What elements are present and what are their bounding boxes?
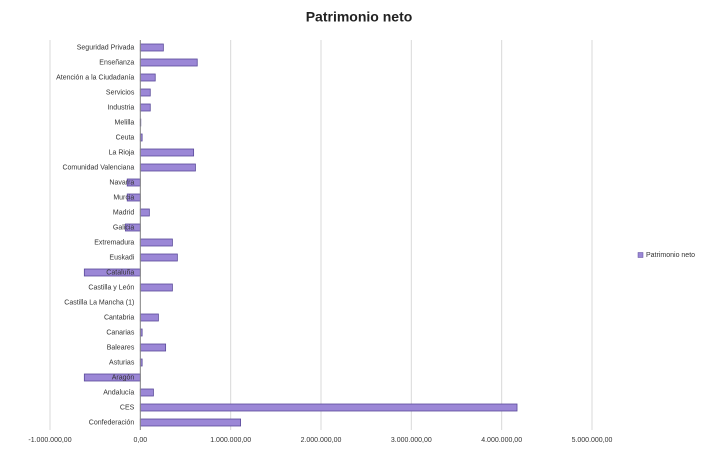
y-tick-label: Comunidad Valenciana xyxy=(62,164,134,171)
x-tick-label: -1.000.000,00 xyxy=(28,437,71,444)
bar xyxy=(139,313,159,322)
y-tick-label: Melilla xyxy=(114,119,134,126)
x-tick-label: 2.000.000,00 xyxy=(301,437,342,444)
y-tick-label: Castilla y León xyxy=(88,284,134,291)
legend-label: Patrimonio neto xyxy=(646,252,695,259)
y-tick-label: Industria xyxy=(107,104,134,111)
y-tick-label: Extremadura xyxy=(94,239,134,246)
x-tick-label: 1.000.000,00 xyxy=(210,437,251,444)
y-tick-label: Baleares xyxy=(107,344,135,351)
bar xyxy=(139,388,154,397)
x-tick-label: 4.000.000,00 xyxy=(481,437,522,444)
chart-title: Patrimonio neto xyxy=(306,9,413,25)
x-tick-label: 3.000.000,00 xyxy=(391,437,432,444)
bar xyxy=(139,283,173,292)
y-tick-label: Navarra xyxy=(109,179,134,186)
y-tick-label: Galicia xyxy=(113,224,135,231)
y-tick-label: Murcia xyxy=(113,194,134,201)
x-tick-label: 5.000.000,00 xyxy=(572,437,613,444)
bar xyxy=(139,403,518,412)
bar xyxy=(139,238,173,247)
legend-swatch xyxy=(637,252,644,258)
y-tick-label: Madrid xyxy=(113,209,135,216)
bar xyxy=(139,103,151,112)
y-tick-label: Asturias xyxy=(109,359,135,366)
y-tick-label: Ceuta xyxy=(116,134,135,141)
y-tick-label: Canarias xyxy=(106,329,135,336)
y-tick-label: Confederación xyxy=(89,419,135,426)
bar xyxy=(139,343,167,352)
y-tick-label: Atención a la Ciudadanía xyxy=(56,74,134,81)
y-tick-label: Andalucía xyxy=(103,389,134,396)
y-tick-label: Servicios xyxy=(106,89,135,96)
bar xyxy=(139,418,242,427)
y-tick-label: Euskadi xyxy=(109,254,134,261)
bar xyxy=(139,43,164,52)
y-tick-label: CES xyxy=(120,404,135,411)
y-tick-label: La Rioja xyxy=(109,149,135,156)
y-tick-label: Cantabria xyxy=(104,314,134,321)
y-tick-label: Aragón xyxy=(112,374,135,381)
y-tick-label: Seguridad Privada xyxy=(77,44,135,51)
bar xyxy=(139,253,178,262)
bar xyxy=(139,208,150,217)
y-tick-label: Cataluña xyxy=(106,269,134,276)
bar xyxy=(139,73,156,82)
bar xyxy=(139,88,151,97)
y-tick-label: Castilla La Mancha (1) xyxy=(64,299,134,306)
y-tick-label: Enseñanza xyxy=(99,59,134,66)
x-tick-label: 0,00 xyxy=(134,437,148,444)
bar xyxy=(139,163,196,172)
bar xyxy=(139,58,198,67)
bar xyxy=(139,148,195,157)
